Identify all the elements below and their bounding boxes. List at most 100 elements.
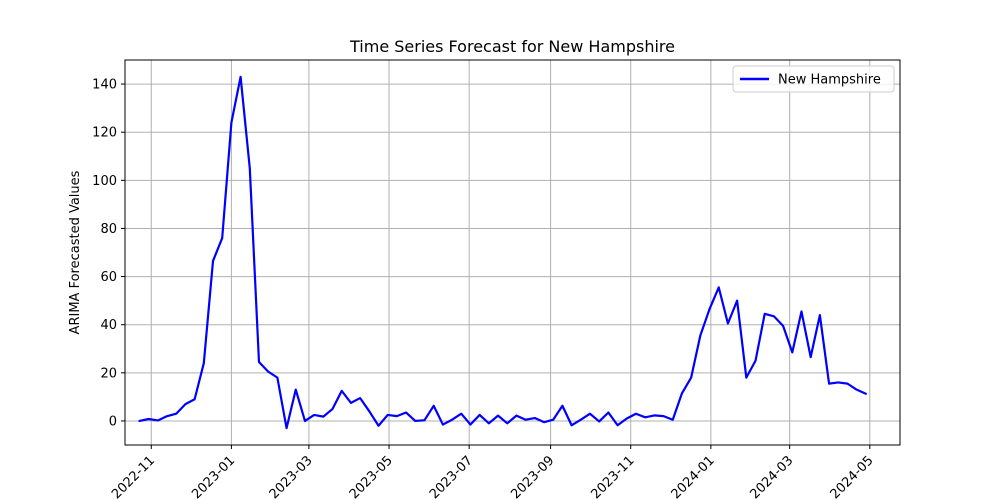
x-tick-label: 2024-03 <box>747 453 796 500</box>
y-axis-label: ARIMA Forecasted Values <box>68 170 83 334</box>
data-point <box>699 334 702 337</box>
data-point <box>340 390 343 392</box>
data-point <box>331 408 334 410</box>
data-point <box>800 310 803 313</box>
y-axis: 0 20 40 60 80 100 120 140 <box>92 78 125 429</box>
data-point <box>644 416 646 419</box>
data-point <box>607 411 610 414</box>
data-point <box>442 423 444 426</box>
data-point <box>313 414 315 416</box>
legend-label-new-hampshire: New Hampshire <box>778 73 881 88</box>
data-point <box>488 422 490 425</box>
data-point <box>157 419 159 422</box>
x-axis: 2022-11 2023-01 2023-03 2023-05 2023-07 2023-… <box>109 445 877 500</box>
x-tick-label: 2023-07 <box>427 453 476 500</box>
data-point <box>690 376 692 379</box>
data-point <box>791 351 794 354</box>
data-point <box>543 421 545 423</box>
data-point <box>773 315 775 318</box>
series-line-new-hampshire <box>138 75 867 430</box>
data-point <box>745 376 748 379</box>
x-tick-label: 2023-05 <box>347 453 396 500</box>
x-tick-label: 2023-11 <box>589 453 638 500</box>
data-point <box>414 420 417 422</box>
data-point <box>377 424 380 427</box>
y-tick-label: 80 <box>100 222 117 237</box>
data-point <box>359 397 361 399</box>
data-point <box>635 412 637 415</box>
data-point <box>423 419 426 422</box>
data-point <box>727 322 729 325</box>
data-point <box>460 412 463 415</box>
data-point <box>239 76 242 78</box>
data-point <box>819 314 821 316</box>
data-point <box>258 361 260 363</box>
legend: New Hampshire <box>732 65 895 93</box>
data-point <box>570 424 573 427</box>
data-point <box>524 418 527 421</box>
y-tick-label: 0 <box>109 414 117 429</box>
data-point <box>598 420 600 423</box>
data-point <box>782 325 784 327</box>
data-point <box>837 381 840 384</box>
data-point <box>184 403 187 405</box>
data-point <box>350 402 352 404</box>
data-point <box>506 422 509 425</box>
grid <box>125 60 900 445</box>
x-tick-label: 2023-01 <box>189 453 238 500</box>
x-tick-label: 2023-03 <box>267 453 316 500</box>
data-point <box>175 412 178 415</box>
data-point <box>561 404 564 407</box>
data-point <box>469 423 472 426</box>
data-point <box>405 411 407 414</box>
y-tick-label: 140 <box>92 78 117 93</box>
data-point <box>322 415 325 418</box>
data-point <box>865 392 867 395</box>
y-tick-label: 20 <box>100 366 117 381</box>
data-point <box>534 417 536 419</box>
data-point <box>221 237 223 239</box>
data-point <box>589 412 591 415</box>
x-tick-label: 2023-09 <box>508 453 557 500</box>
series-layer <box>138 75 867 430</box>
plot-area-frame <box>124 59 901 446</box>
data-point <box>625 417 628 420</box>
data-point <box>276 376 279 379</box>
legend-box <box>732 65 895 93</box>
data-point <box>828 382 830 385</box>
data-point <box>294 388 297 391</box>
data-point <box>212 260 214 262</box>
data-point <box>580 418 582 421</box>
data-point <box>285 427 288 429</box>
data-point <box>763 313 766 315</box>
data-point <box>193 398 196 401</box>
data-point <box>203 362 205 364</box>
data-point <box>717 286 720 289</box>
x-tick-label: 2024-01 <box>669 453 718 500</box>
data-point <box>432 404 435 407</box>
x-tick-label: 2022-11 <box>109 453 158 500</box>
y-tick-label: 60 <box>100 270 117 285</box>
data-point <box>616 424 619 427</box>
data-point <box>230 121 233 124</box>
data-point <box>552 418 555 421</box>
data-point <box>248 167 251 170</box>
y-tick-label: 100 <box>92 174 117 189</box>
data-point <box>846 382 849 385</box>
data-point <box>708 308 711 310</box>
data-point <box>166 415 168 417</box>
x-tick-label: 2024-05 <box>828 453 877 500</box>
data-point <box>304 420 306 422</box>
data-point <box>681 392 683 395</box>
data-point <box>138 420 141 422</box>
data-point <box>497 414 499 417</box>
data-point <box>478 414 481 416</box>
data-point <box>368 410 371 413</box>
data-point <box>754 359 757 362</box>
data-point <box>855 388 858 391</box>
data-point <box>809 356 812 358</box>
y-tick-label: 40 <box>100 318 117 333</box>
data-point <box>736 299 738 302</box>
data-point <box>662 415 665 417</box>
